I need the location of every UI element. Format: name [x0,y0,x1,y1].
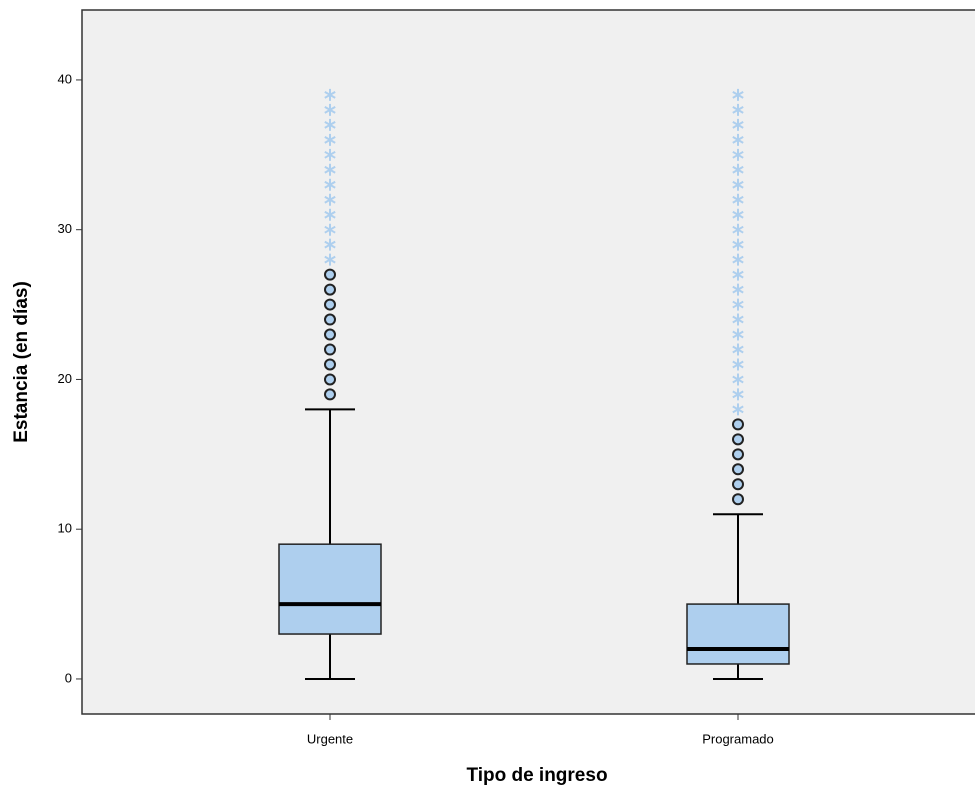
extreme-marker [732,103,744,116]
y-axis-title: Estancia (en días) [11,281,32,443]
outlier-marker [324,343,336,356]
extreme-marker [324,238,336,251]
extreme-marker [324,193,336,206]
extreme-marker [324,253,336,266]
extreme-marker [732,163,744,176]
extreme-marker [732,133,744,146]
extreme-marker [732,298,744,311]
extreme-marker [732,148,744,161]
outlier-marker [324,373,336,386]
extreme-marker [324,178,336,191]
box [686,603,790,665]
extreme-marker [732,283,744,296]
extreme-marker [732,208,744,221]
y-tick-label: 40 [58,71,72,86]
x-axis-title: Tipo de ingreso [466,765,607,786]
extreme-marker [324,148,336,161]
outlier-marker [324,388,336,401]
extreme-marker [732,313,744,326]
x-tick-label: Urgente [307,731,353,746]
extreme-marker [324,133,336,146]
extreme-marker [324,88,336,101]
extreme-marker [324,208,336,221]
y-tick-label: 30 [58,221,72,236]
outlier-marker [732,433,744,446]
extreme-marker [732,178,744,191]
extreme-marker [324,103,336,116]
plot-area [81,9,975,715]
extreme-marker [732,358,744,371]
extreme-marker [732,253,744,266]
extreme-marker [732,403,744,416]
extreme-marker [732,328,744,341]
outlier-marker [732,493,744,506]
outlier-marker [324,313,336,326]
y-tick-label: 20 [58,371,72,386]
y-tick-label: 0 [65,670,72,685]
extreme-marker [324,223,336,236]
outlier-marker [732,478,744,491]
outlier-marker [324,328,336,341]
outlier-marker [324,298,336,311]
extreme-marker [732,223,744,236]
outlier-marker [732,418,744,431]
extreme-marker [732,88,744,101]
outlier-marker [324,283,336,296]
extreme-marker [732,193,744,206]
extreme-marker [324,118,336,131]
x-tick-label: Programado [702,731,774,746]
extreme-marker [324,163,336,176]
outlier-marker [324,358,336,371]
extreme-marker [732,373,744,386]
extreme-marker [732,388,744,401]
outlier-marker [324,268,336,281]
outlier-marker [732,463,744,476]
outlier-marker [732,448,744,461]
extreme-marker [732,118,744,131]
y-tick-label: 10 [58,521,72,536]
extreme-marker [732,343,744,356]
extreme-marker [732,268,744,281]
box [278,543,382,635]
extreme-marker [732,238,744,251]
